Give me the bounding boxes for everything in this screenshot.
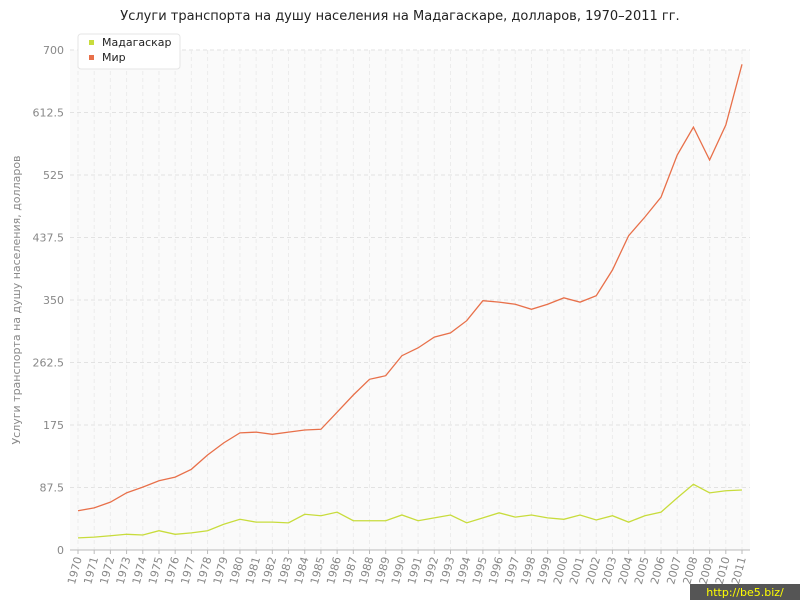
legend-label: Мадагаскар	[102, 36, 172, 49]
y-tick-label: 437.5	[33, 232, 65, 245]
legend-swatch	[89, 40, 94, 45]
watermark: http://be5.biz/	[706, 586, 784, 599]
y-tick-label: 0	[57, 544, 64, 557]
grid	[70, 49, 750, 551]
series-line	[77, 64, 743, 512]
series-line	[77, 483, 743, 539]
lines	[77, 64, 743, 539]
watermark-bg	[690, 584, 800, 600]
y-tick-label: 525	[43, 169, 64, 182]
y-axis-label: Услуги транспорта на душу населения, дол…	[10, 155, 23, 444]
y-tick-label: 175	[43, 419, 64, 432]
y-tick-label: 612.5	[33, 107, 65, 120]
legend-label: Мир	[102, 51, 126, 64]
chart-title: Услуги транспорта на душу населения на М…	[120, 9, 679, 24]
y-tick-label: 262.5	[33, 357, 65, 370]
y-tick-label: 350	[43, 294, 64, 307]
y-tick-label: 700	[43, 44, 64, 57]
legend-items: Мадагаскар Мир	[89, 36, 172, 64]
y-tick-label: 87.5	[40, 482, 65, 495]
legend-swatch	[89, 55, 94, 60]
legend	[77, 33, 181, 70]
